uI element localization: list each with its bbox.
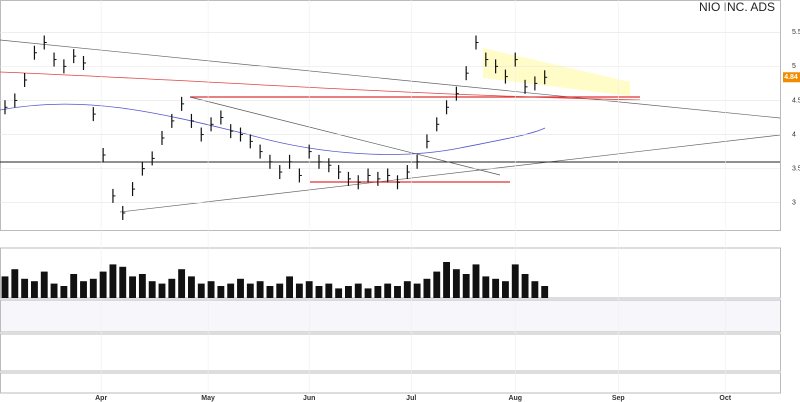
- volume-bar: [354, 283, 362, 298]
- volume-bar: [443, 262, 450, 298]
- volume-bar: [11, 269, 19, 298]
- volume-bar: [119, 266, 127, 298]
- y-tick-label: 3.5: [792, 165, 800, 172]
- volume-bar: [541, 286, 549, 298]
- volume-bar: [325, 283, 333, 298]
- volume-bar: [492, 278, 500, 298]
- volume-bar: [227, 283, 235, 298]
- macd-panel: [0, 333, 781, 372]
- y-tick-label: 5.5: [792, 29, 800, 36]
- moving-average: [0, 71, 641, 101]
- volume-bar: [403, 281, 411, 298]
- volume-bar: [305, 281, 313, 298]
- chart-title: NIO INC. ADS: [699, 0, 775, 14]
- volume-bar: [1, 276, 9, 298]
- last-price-box: [783, 72, 800, 83]
- trendline: [119, 134, 781, 213]
- volume-bar: [129, 276, 136, 298]
- volume-bar: [40, 271, 48, 298]
- volume-bar: [423, 278, 431, 298]
- trendline: [189, 96, 501, 176]
- volume-bar: [89, 278, 97, 298]
- volume-bar: [138, 274, 146, 298]
- x-tick-label: Aug: [508, 395, 522, 402]
- y-tick-label: 4.5: [792, 97, 800, 104]
- volume-bar: [60, 286, 68, 298]
- x-tick-label: Jul: [406, 395, 416, 402]
- volume-bar: [452, 269, 460, 298]
- volume-bar: [531, 281, 539, 298]
- x-tick-label: Sep: [612, 395, 625, 402]
- volume-bar: [207, 281, 215, 298]
- volume-bar: [462, 274, 470, 298]
- volume-bar: [413, 283, 421, 298]
- volume-bar: [384, 283, 392, 298]
- volume-bar: [158, 283, 166, 298]
- trendline: [0, 39, 781, 119]
- moving-average: [0, 103, 546, 155]
- volume-bar: [21, 278, 29, 298]
- volume-bar: [256, 281, 264, 298]
- volume-bar: [178, 269, 186, 298]
- y-tick-label: 3: [792, 200, 796, 207]
- pmo-panel: [0, 372, 781, 394]
- x-tick-label: May: [201, 395, 215, 402]
- volume-bar: [364, 288, 372, 298]
- last-price-label: 4.84: [784, 74, 798, 81]
- volume-bar: [286, 276, 293, 298]
- x-tick-label: Jun: [303, 395, 315, 402]
- volume-bar: [168, 278, 176, 298]
- volume-bar: [502, 281, 509, 298]
- volume-bar: [70, 274, 78, 298]
- rsi-panel: [0, 299, 781, 333]
- price-panel: [0, 0, 781, 231]
- volume-bar: [335, 288, 343, 298]
- volume-bar: [295, 283, 303, 298]
- volume-bar: [246, 283, 254, 298]
- volume-bar: [188, 276, 195, 298]
- volume-bar: [374, 286, 382, 298]
- volume-bar: [217, 286, 225, 298]
- volume-bar: [482, 276, 490, 298]
- triangle-pattern: [483, 48, 630, 96]
- volume-bar: [109, 264, 117, 298]
- volume-bar: [80, 281, 87, 298]
- volume-bar: [148, 281, 156, 298]
- volume-bar: [50, 283, 58, 298]
- volume-bar: [521, 274, 529, 298]
- x-tick-label: Apr: [95, 395, 107, 402]
- volume-bar: [345, 286, 352, 298]
- volume-bar: [99, 271, 107, 298]
- volume-bar: [266, 286, 274, 298]
- volume-bar: [315, 286, 323, 298]
- volume-bar: [511, 264, 519, 298]
- volume-bar: [31, 281, 38, 298]
- volume-bar: [197, 283, 205, 298]
- y-tick-label: 5: [792, 63, 796, 70]
- volume-bar: [472, 264, 480, 298]
- volume-bar: [276, 283, 284, 298]
- x-tick-label: Oct: [719, 395, 731, 402]
- volume-bar: [433, 271, 441, 298]
- volume-bar: [237, 278, 244, 298]
- y-tick-label: 4: [792, 131, 796, 138]
- volume-bar: [394, 286, 401, 298]
